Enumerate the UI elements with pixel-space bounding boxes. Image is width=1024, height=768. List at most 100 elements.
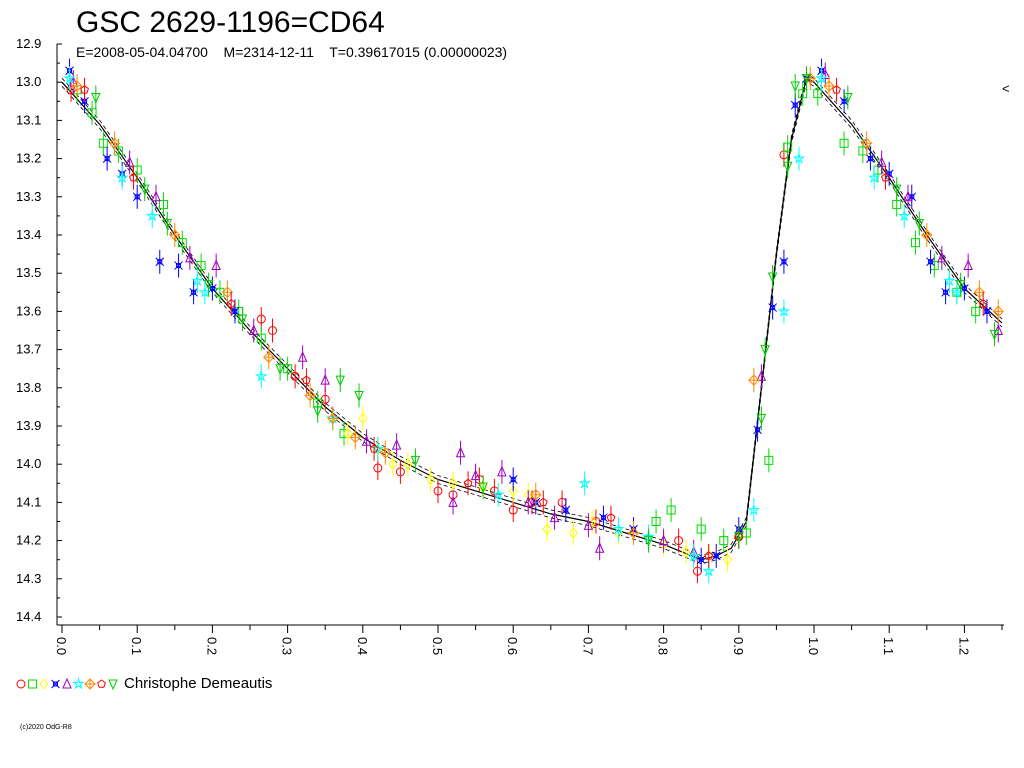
data-point — [760, 345, 770, 356]
data-point — [815, 71, 828, 84]
y-tick-label: 14.0 — [16, 456, 41, 471]
x-tick-label: 0.2 — [204, 637, 219, 655]
data-point — [455, 446, 466, 458]
data-point — [782, 161, 793, 173]
x-tick-label: 0.6 — [505, 637, 520, 655]
data-point-outline — [823, 80, 835, 92]
data-point — [302, 375, 311, 384]
data-point-outline — [221, 286, 234, 299]
data-point — [538, 497, 548, 507]
data-point — [491, 488, 505, 501]
data-point — [767, 272, 778, 284]
legend-symbol-cross — [85, 679, 95, 689]
data-point-outline — [921, 229, 933, 241]
data-point — [792, 151, 806, 165]
data-point — [470, 469, 481, 481]
data-point — [162, 219, 173, 230]
data-point — [145, 209, 159, 222]
data-point — [722, 553, 733, 566]
data-point — [783, 142, 793, 152]
legend-symbol-square — [28, 679, 37, 689]
y-ticks: 12.9 13.0 13.1 13.2 13.3 13.4 13.5 13.6 13.7 13.8… — [16, 36, 62, 624]
data-point — [283, 364, 293, 374]
data-point — [369, 444, 379, 453]
data-point — [256, 314, 266, 324]
data-point — [254, 369, 268, 382]
data-point — [395, 467, 405, 477]
data-point — [530, 489, 541, 500]
data-point — [124, 156, 135, 167]
data-point — [756, 370, 767, 381]
data-point — [903, 190, 913, 202]
data-point — [177, 238, 187, 248]
data-point — [63, 71, 76, 84]
data-point — [203, 280, 214, 291]
y-tick-label: 12.9 — [16, 36, 41, 51]
data-point — [734, 532, 744, 544]
fit-upper-envelope — [61, 73, 1003, 557]
y-tick-label: 14.1 — [16, 494, 41, 509]
fit-curve — [61, 73, 1003, 565]
data-point — [508, 485, 518, 497]
data-point — [448, 496, 458, 507]
data-point — [687, 549, 701, 562]
x-tick-label: 0.3 — [280, 637, 295, 655]
corner-mark: < — [1002, 81, 1010, 96]
data-point — [230, 307, 240, 316]
y-tick-label: 13.1 — [16, 112, 41, 127]
data-point — [174, 261, 183, 270]
x-tick-label: 0.9 — [731, 637, 746, 655]
data-point — [843, 92, 853, 104]
data-point — [226, 299, 236, 308]
data-point — [963, 259, 973, 271]
data-point — [606, 513, 616, 522]
data-point — [982, 307, 992, 316]
data-point — [98, 138, 108, 148]
data-point — [711, 551, 721, 561]
data-point — [102, 154, 112, 163]
data-point-outline — [860, 137, 873, 150]
data-point — [256, 333, 266, 343]
chart-subtitle: E=2008-05-04.04700 M=2314-12-11 T=0.3961… — [76, 44, 507, 60]
data-point — [681, 546, 691, 558]
data-point — [508, 505, 518, 515]
legend-symbol-triangle-down — [108, 679, 118, 691]
data-point — [955, 280, 966, 291]
data-point — [764, 455, 774, 465]
data-point — [358, 412, 368, 425]
data-point — [768, 303, 777, 312]
data-point — [275, 364, 285, 375]
data-point-outline — [992, 305, 1004, 318]
data-point — [801, 73, 812, 85]
data-point — [748, 375, 759, 386]
data-point — [410, 455, 421, 467]
data-point — [297, 351, 308, 362]
data-point — [463, 478, 473, 488]
data-point — [335, 375, 346, 387]
data-point — [756, 413, 767, 425]
data-point — [658, 534, 669, 546]
data-point — [361, 435, 372, 446]
axes — [56, 44, 1004, 626]
data-point — [433, 486, 443, 496]
data-point — [587, 515, 597, 528]
data-point — [190, 274, 204, 287]
data-point — [380, 447, 391, 458]
x-tick-label: 0.8 — [656, 637, 671, 655]
data-point — [523, 496, 534, 507]
x-ticks: 0.0 0.1 0.2 0.3 0.4 0.5 0.6 0.7 0.8 0.9 1.0 1.1 1.2 — [54, 625, 1003, 655]
data-point — [327, 413, 338, 424]
data-point — [549, 511, 560, 523]
data-point — [388, 458, 398, 471]
data-point — [425, 473, 436, 486]
y-tick-label: 13.2 — [16, 151, 41, 166]
data-point — [651, 517, 661, 526]
legend-symbol-circle — [16, 679, 26, 689]
data-point — [832, 85, 841, 94]
data-point — [753, 425, 762, 435]
data-point — [824, 81, 835, 92]
data-point — [155, 257, 165, 267]
data-point — [403, 458, 413, 471]
data-point — [189, 287, 198, 297]
